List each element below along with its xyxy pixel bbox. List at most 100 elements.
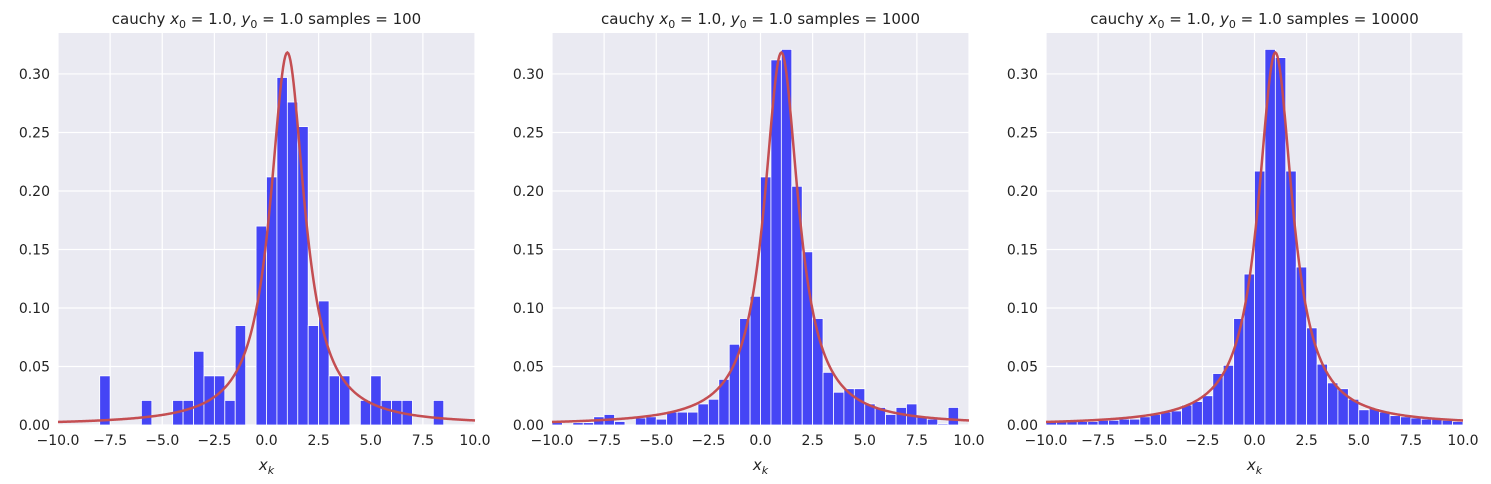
x-tick-label: −7.5 [93,433,127,449]
y-tick-label: 0.20 [1007,184,1038,200]
histogram-bar [666,411,678,426]
histogram-bar [707,398,720,426]
histogram-bar [1160,411,1172,426]
y-tick-label: 0.30 [513,67,544,83]
histogram-bar [1108,419,1120,426]
histogram-bar [853,388,866,426]
x-tick-label: 7.5 [1400,433,1422,449]
x-tick-label: 2.5 [1295,433,1317,449]
y-tick-label: 0.00 [1007,418,1038,434]
x-tick-label: 10.0 [459,433,490,449]
histogram-bar [286,101,299,426]
y-tick-label: 0.20 [19,184,50,200]
histogram-bar [1201,395,1214,426]
y-tick-label: 0.20 [513,184,544,200]
subplot-samples-10000: −10.0 −7.5 −5.0 −2.5 0.0 2.5 5.0 7.5 10.0 0.00 0.0… [1007,10,1479,477]
chart-title: cauchy x0 = 1.0, y0 = 1.0 samples = 1000… [1090,10,1419,31]
histogram-bar [895,407,907,426]
x-tick-label: −10.0 [37,433,80,449]
y-tick-label: 0.25 [513,125,544,141]
histogram-bar [1191,401,1203,426]
histogram-bar [307,325,320,426]
x-tick-label: 10.0 [953,433,984,449]
y-tick-label: 0.30 [1007,67,1038,83]
y-tick-label: 0.30 [19,67,50,83]
y-tick-label: 0.25 [19,125,50,141]
histogram-bar [224,400,236,426]
histogram-bar [937,423,949,426]
histogram-bar [635,417,647,426]
histogram-bar [1139,416,1151,426]
histogram-bar [1420,418,1433,426]
histogram-bar [1118,418,1130,426]
x-tick-label: 10.0 [1447,433,1478,449]
x-tick-label: −10.0 [1025,433,1068,449]
histogram-bar [1400,416,1412,426]
x-tick-label: 2.5 [801,433,823,449]
x-tick-label: 7.5 [412,433,434,449]
pdf-curve-line [551,50,970,424]
x-tick-label: 0.0 [1243,433,1265,449]
x-tick-label: 0.0 [255,433,277,449]
histogram-bar [885,414,897,426]
histogram-bar [1379,411,1391,426]
y-tick-label: 0.10 [1007,301,1038,317]
x-tick-label: −7.5 [587,433,621,449]
histogram-bar [359,400,372,426]
x-tick-label: 0.0 [749,433,771,449]
histogram-bar [370,375,382,426]
histogram-bar [833,391,845,426]
histogram-bar [676,411,688,426]
histogram-bar [655,418,668,426]
x-tick-label: 5.0 [360,433,382,449]
histogram-bar [749,295,761,426]
y-tick-label: 0.15 [1007,242,1038,258]
histogram-bar [213,375,226,426]
x-tick-label: 5.0 [854,433,876,449]
subplot-samples-1000: −10.0 −7.5 −5.0 −2.5 0.0 2.5 5.0 7.5 10.0 0.00 0.0… [513,10,985,477]
histogram-bar [812,318,824,426]
histogram-bar [1129,418,1141,426]
y-tick-label: 0.05 [19,359,50,375]
y-tick-label: 0.05 [1007,359,1038,375]
histogram-bar [99,375,111,426]
y-tick-label: 0.15 [513,242,544,258]
x-tick-label: 5.0 [1348,433,1370,449]
histogram-bar [645,416,657,426]
x-axis-label: xk [752,456,769,477]
histogram-bar [947,407,959,426]
x-tick-label: −5.0 [639,433,673,449]
x-tick-label: 2.5 [307,433,329,449]
histogram-bar [1295,266,1308,426]
histogram-bar [328,375,340,426]
y-tick-label: 0.10 [19,301,50,317]
y-tick-label: 0.00 [19,418,50,434]
histogram-bar [339,375,351,426]
x-tick-label: −7.5 [1081,433,1115,449]
chart-title: cauchy x0 = 1.0, y0 = 1.0 samples = 1000 [601,10,920,31]
histogram-bar [1358,409,1370,426]
y-tick-label: 0.00 [513,418,544,434]
chart-title: cauchy x0 = 1.0, y0 = 1.0 samples = 100 [112,10,421,31]
y-tick-label: 0.05 [513,359,544,375]
histogram-bar [432,400,445,426]
histogram-bar [1285,170,1297,426]
histogram-bar [1254,170,1266,426]
x-tick-label: −5.0 [145,433,179,449]
histogram-bar [1170,410,1182,426]
x-tick-label: −10.0 [531,433,574,449]
histogram-bar [687,411,699,426]
x-tick-label: −2.5 [691,433,725,449]
subplot-samples-100: −10.0 −7.5 −5.0 −2.5 0.0 2.5 5.0 7.5 10.0 0.00 0.0… [19,10,491,477]
histogram-bar [1410,417,1422,426]
y-tick-label: 0.25 [1007,125,1038,141]
histogram-bar [822,371,834,426]
x-tick-label: −2.5 [197,433,231,449]
x-axis-label: xk [258,456,275,477]
histogram-bar [926,418,939,426]
x-tick-label: 7.5 [906,433,928,449]
histogram-bar [582,422,595,426]
histogram-bar [1327,382,1339,426]
histogram-bar [1452,421,1464,426]
